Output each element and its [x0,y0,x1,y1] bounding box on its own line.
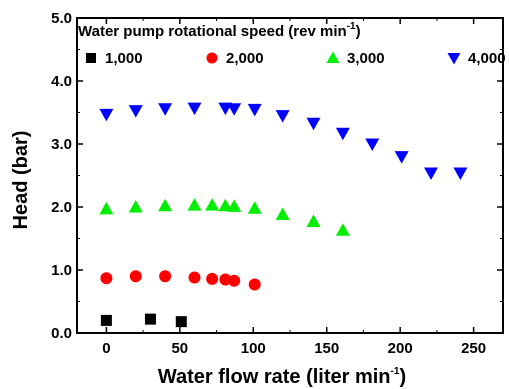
data-point [129,270,142,283]
data-points [99,102,468,328]
x-axis-title: Water flow rate (liter min-1) [158,366,406,388]
axis-ticks: 0 50 100 150 200 250 0.0 1.0 2.0 3.0 4.0 5.0 [51,10,503,357]
data-point [158,103,173,116]
data-point [247,103,262,117]
data-point [453,167,468,180]
legend-label: 4,000 [468,50,506,67]
legend-marker [206,52,218,64]
data-point [365,138,380,151]
x-tick-label: 50 [171,340,188,357]
y-tick-label: 5.0 [51,10,72,27]
legend-label: 1,000 [105,50,143,67]
y-tick-label: 2.0 [51,199,72,216]
data-point [218,198,233,212]
data-point [128,200,143,213]
data-point [247,201,262,214]
data-point [100,272,113,285]
data-point [187,198,202,211]
series-triangle-down [99,102,468,180]
data-point [228,274,241,287]
data-point [306,117,321,131]
y-tick-label: 4.0 [51,73,72,90]
legend: Water pump rotational speed (rev min-1) … [78,21,506,67]
legend-marker [447,53,461,65]
data-point [206,272,219,285]
data-point [128,105,143,118]
data-point [175,316,187,328]
data-point [227,103,242,116]
y-tick-label: 1.0 [51,262,72,279]
legend-marker [326,51,340,63]
legend-title: Water pump rotational speed (rev min-1) [78,21,361,40]
legend-label: 3,000 [347,50,385,67]
legend-label: 2,000 [226,50,264,67]
data-point [99,108,114,122]
data-point [158,198,173,212]
data-point [100,314,112,326]
data-point [394,151,409,164]
data-point [219,273,232,286]
data-point [205,198,220,211]
series-triangle-up [99,198,350,236]
series-circle [100,270,261,291]
data-point [306,214,321,227]
data-point [144,313,156,325]
data-point [227,199,242,212]
legend-marker [86,53,96,63]
x-tick-label: 200 [388,340,413,357]
data-point [275,110,290,123]
y-tick-label: 0.0 [51,325,72,342]
data-point [248,278,261,291]
x-tick-label: 0 [102,340,110,357]
series-square [100,313,187,328]
data-point [187,102,202,116]
data-point [335,127,350,141]
x-tick-label: 100 [241,340,266,357]
data-point [275,207,290,221]
data-point [99,201,114,215]
data-point [335,223,350,236]
y-tick-label: 3.0 [51,136,72,153]
x-tick-label: 250 [461,340,486,357]
y-axis-title: Head (bar) [10,131,32,230]
data-point [188,271,201,284]
data-point [424,167,439,180]
data-point [159,270,172,283]
x-tick-label: 150 [314,340,339,357]
